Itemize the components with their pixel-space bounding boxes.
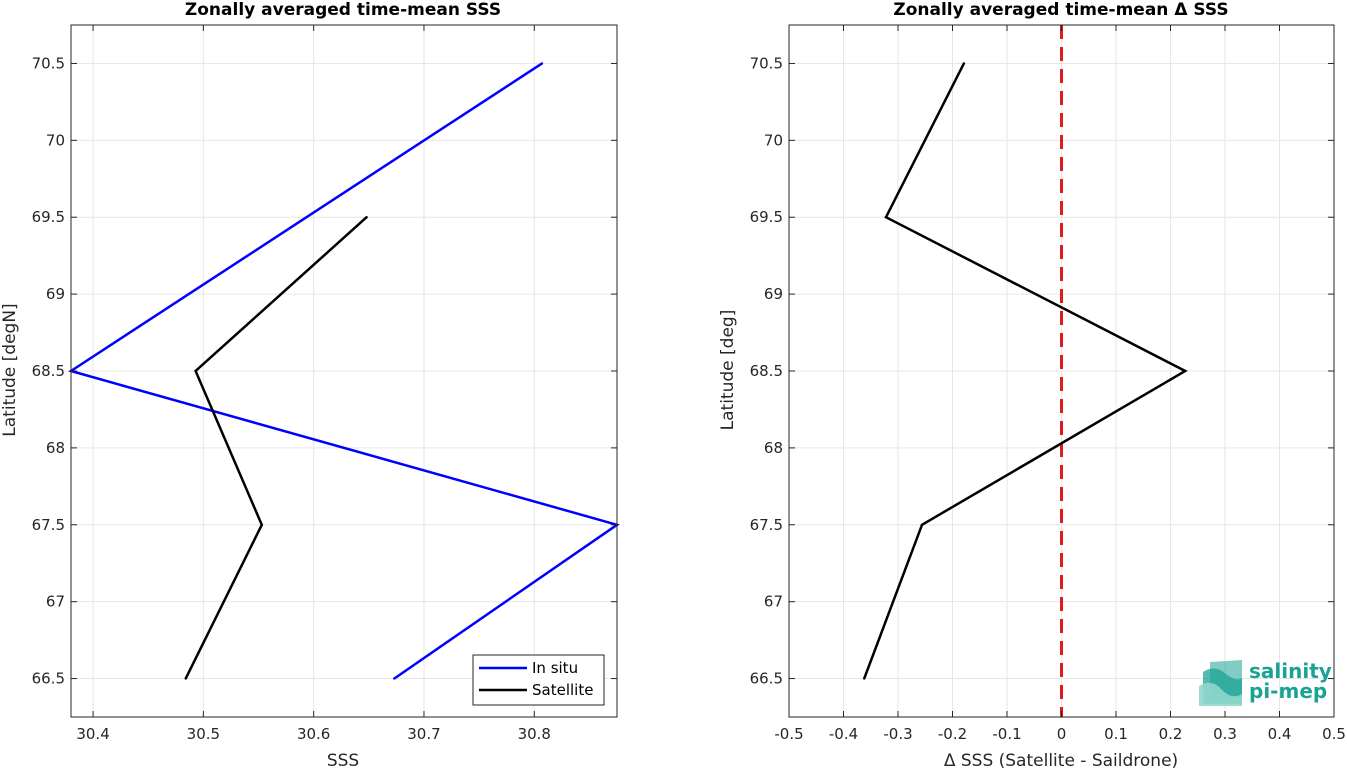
sss-y-tick-label: 69 [46,285,65,303]
sss-x-axis-label: SSS [327,751,359,769]
logo-text-pi-mep: pi-mep [1249,679,1327,703]
legend-box [472,654,605,706]
sss-data-point-satellite [365,216,368,219]
delta-sss-y-tick-label: 69.5 [750,208,783,226]
delta-sss-ticks: -0.5 -0.4 -0.3 -0.2 -0.1 0 0.1 0.2 0.3 0.4 0.5 66.5… [750,25,1346,743]
sss-y-tick-label: 68 [46,439,65,457]
delta-sss-x-tick-label: -0.4 [829,725,858,743]
delta-sss-data-point-delta [863,677,866,680]
sss-data-point-satellite [260,523,264,526]
delta-sss-data-point-delta [920,523,924,526]
sss-y-tick-label: 70 [46,131,65,149]
sss-x-tick-label: 30.8 [518,725,551,743]
delta-sss-data-point-delta [1184,369,1187,373]
delta-sss-x-tick-label: -0.3 [883,725,912,743]
delta-sss-x-tick-label: -0.1 [992,725,1021,743]
delta-sss-y-axis-label: Latitude [deg] [718,310,738,431]
sss-data-point-satellite [194,369,197,373]
sss-legend: In situ Satellite [472,654,605,706]
sss-y-tick-label: 69.5 [32,208,65,226]
salinity-pi-mep-logo: salinity pi-mep [1199,659,1332,706]
delta-sss-x-tick-label: 0.2 [1159,725,1183,743]
delta-sss-grid [788,25,1335,717]
delta-sss-y-tick-label: 70 [764,131,783,149]
delta-sss-x-tick-label: -0.2 [938,725,967,743]
delta-sss-y-tick-label: 69 [764,285,783,303]
delta-sss-series-group [863,62,1188,680]
delta-sss-data-point-delta [962,62,966,65]
sss-y-tick-label: 67.5 [32,516,65,534]
delta-sss-x-tick-label: -0.5 [774,725,803,743]
delta-sss-y-tick-label: 68 [764,439,783,457]
sss-grid [71,25,617,717]
delta-sss-chart-title: Zonally averaged time-mean Δ SSS [893,0,1228,20]
sss-y-tick-label: 67 [46,593,65,611]
legend-label-satellite: Satellite [532,681,593,699]
sss-x-tick-label: 30.4 [76,725,109,743]
delta-sss-y-tick-label: 68.5 [750,362,783,380]
legend-label-in-situ: In situ [532,659,578,677]
sss-y-tick-label: 70.5 [32,54,65,72]
delta-sss-x-tick-label: 0 [1057,725,1067,743]
sss-data-point-satellite [184,677,187,680]
delta-sss-panel: Zonally averaged time-mean Δ SSS -0.5 -0.… [718,0,1346,769]
sss-x-tick-label: 30.5 [187,725,220,743]
delta-sss-y-tick-label: 67 [764,593,783,611]
sss-data-point-in-situ [540,62,544,65]
sss-series-line-satellite [184,216,368,680]
delta-sss-y-tick-label: 66.5 [750,670,783,688]
sss-y-tick-label: 68.5 [32,362,65,380]
delta-sss-x-axis-label: Δ SSS (Satellite - Saildrone) [944,751,1178,769]
logo-text-salinity: salinity [1249,659,1332,683]
sss-series-group [68,62,620,680]
delta-sss-data-point-delta [884,216,888,219]
sss-y-axis-label: Latitude [degN] [0,303,20,436]
sss-chart-title: Zonally averaged time-mean SSS [185,0,501,20]
delta-sss-x-tick-label: 0.5 [1322,725,1346,743]
logo-wave-front [1199,682,1242,706]
delta-sss-y-tick-label: 67.5 [750,516,783,534]
sss-panel: Zonally averaged time-mean SSS 30.4 30.5 3… [0,0,620,769]
delta-sss-y-tick-label: 70.5 [750,54,783,72]
delta-sss-x-tick-label: 0.1 [1104,725,1128,743]
sss-ticks: 30.4 30.5 30.6 30.7 30.8 66.5 67 67.5 68 68.5 69 69… [32,25,617,743]
delta-sss-x-tick-label: 0.3 [1213,725,1237,743]
sss-data-point-in-situ [392,677,396,680]
sss-x-tick-label: 30.6 [297,725,330,743]
delta-sss-x-tick-label: 0.4 [1268,725,1292,743]
sss-y-tick-label: 66.5 [32,670,65,688]
sss-x-tick-label: 30.7 [407,725,440,743]
sss-series-line-in-situ [68,62,620,680]
